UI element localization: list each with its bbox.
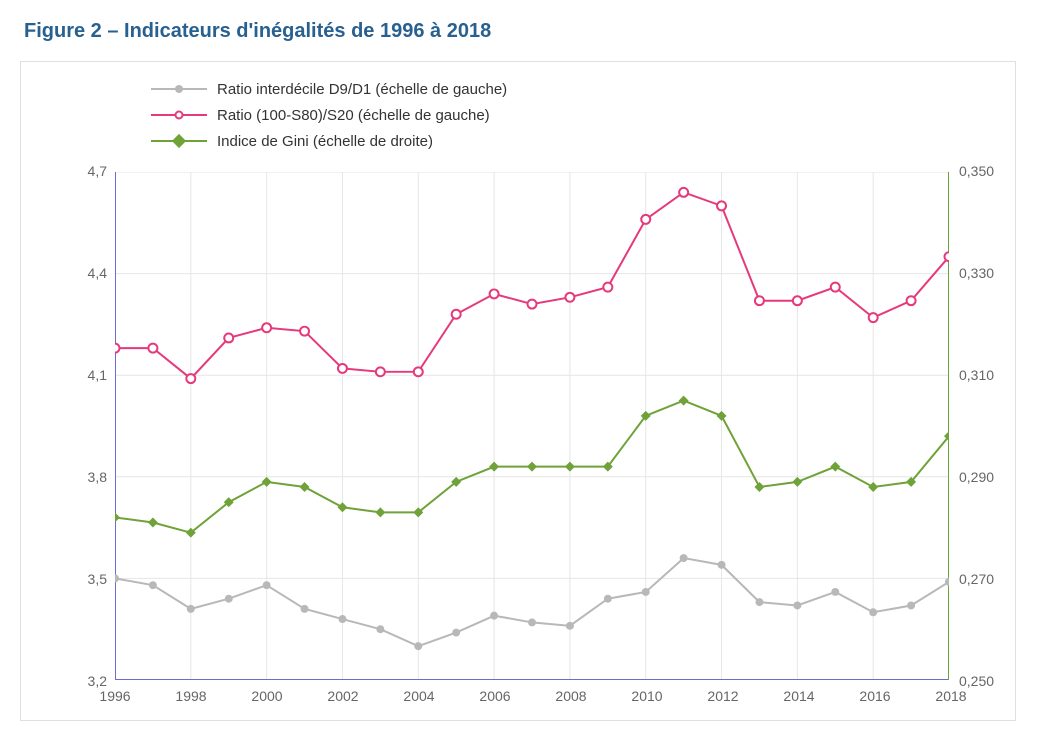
legend-item-s80s20: Ratio (100-S80)/S20 (échelle de gauche) [151, 102, 507, 128]
y-left-tick-label: 3,2 [67, 673, 107, 689]
legend-item-d9d1: Ratio interdécile D9/D1 (échelle de gauc… [151, 76, 507, 102]
y-left-tick-label: 3,5 [67, 571, 107, 587]
x-tick-label: 2008 [555, 688, 586, 704]
chart-container: Ratio interdécile D9/D1 (échelle de gauc… [20, 61, 1016, 721]
y-right-tick-label: 0,350 [959, 163, 994, 179]
x-tick-label: 1996 [99, 688, 130, 704]
y-right-tick-label: 0,250 [959, 673, 994, 689]
x-tick-label: 2014 [783, 688, 814, 704]
x-labels: 1996199820002002200420062008201020122014… [115, 688, 949, 708]
x-tick-label: 2004 [403, 688, 434, 704]
legend-label: Indice de Gini (échelle de droite) [217, 133, 433, 150]
y-left-tick-label: 4,1 [67, 367, 107, 383]
legend-label: Ratio interdécile D9/D1 (échelle de gauc… [217, 81, 507, 98]
figure-title: Figure 2 – Indicateurs d'inégalités de 1… [24, 20, 1020, 43]
x-tick-label: 2002 [327, 688, 358, 704]
x-tick-label: 2012 [707, 688, 738, 704]
chart-svg [115, 172, 949, 680]
plot-area [115, 172, 949, 680]
x-tick-label: 1998 [175, 688, 206, 704]
x-tick-label: 2016 [859, 688, 890, 704]
y-left-tick-label: 4,7 [67, 163, 107, 179]
legend-swatch-gini [151, 132, 207, 150]
legend-swatch-s80s20 [151, 106, 207, 124]
y-right-tick-label: 0,330 [959, 265, 994, 281]
y-right-tick-label: 0,310 [959, 367, 994, 383]
y-left-tick-label: 3,8 [67, 469, 107, 485]
legend: Ratio interdécile D9/D1 (échelle de gauc… [151, 76, 507, 154]
legend-item-gini: Indice de Gini (échelle de droite) [151, 128, 507, 154]
x-tick-label: 2018 [935, 688, 966, 704]
x-tick-label: 2006 [479, 688, 510, 704]
legend-label: Ratio (100-S80)/S20 (échelle de gauche) [217, 107, 490, 124]
x-tick-label: 2010 [631, 688, 662, 704]
y-left-tick-label: 4,4 [67, 265, 107, 281]
legend-swatch-d9d1 [151, 80, 207, 98]
y-right-tick-label: 0,290 [959, 469, 994, 485]
x-tick-label: 2000 [251, 688, 282, 704]
y-right-tick-label: 0,270 [959, 571, 994, 587]
